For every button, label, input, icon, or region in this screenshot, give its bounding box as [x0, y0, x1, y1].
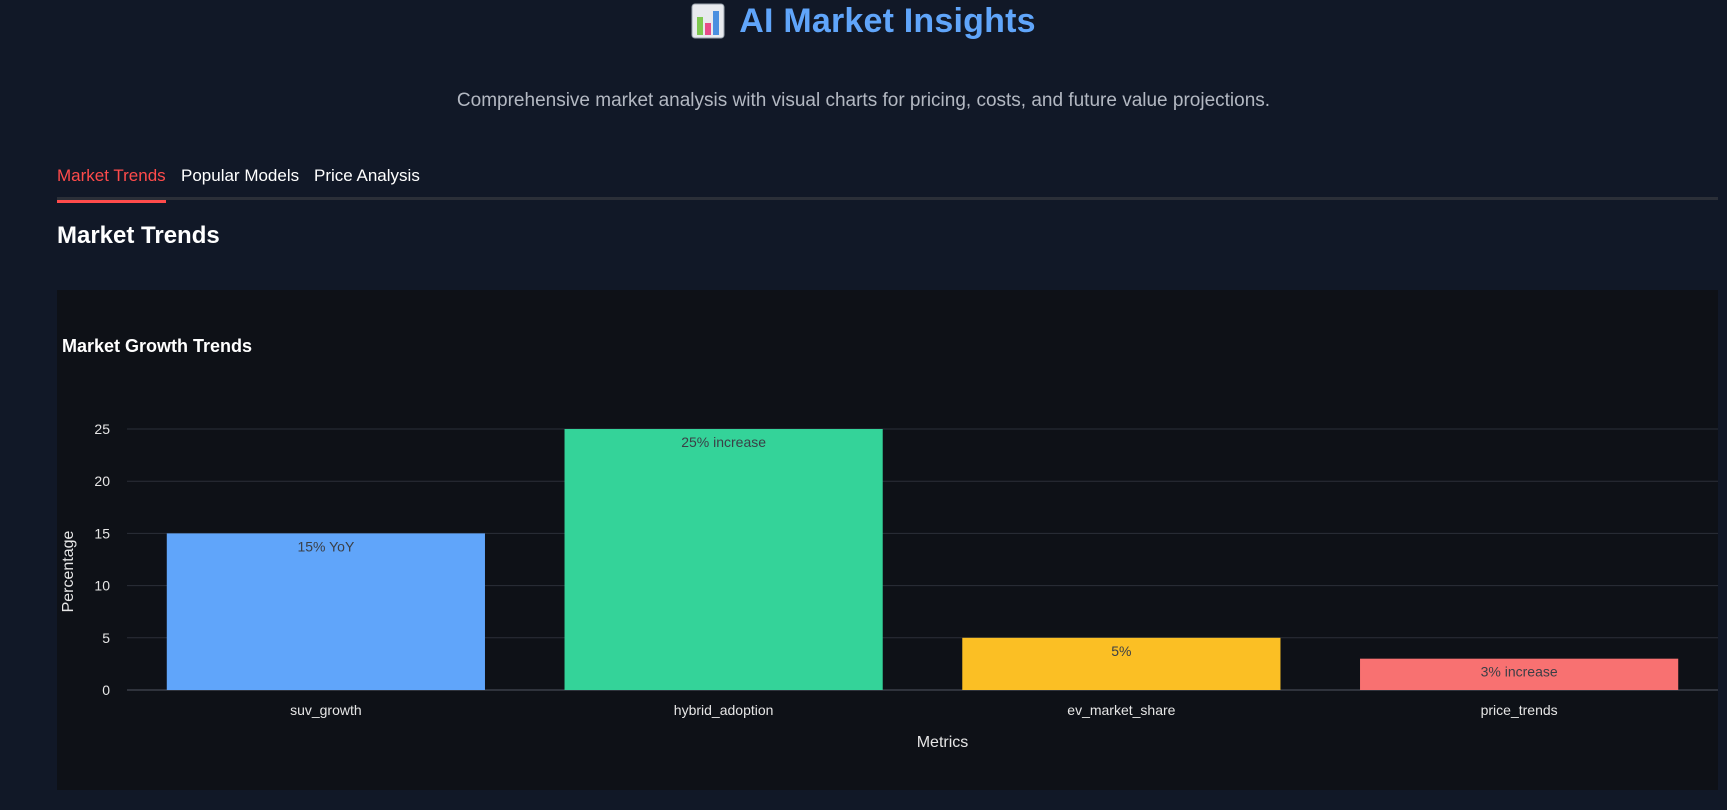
bar-data-label: 5%	[1111, 643, 1131, 659]
app-header: AI Market Insights	[0, 0, 1727, 42]
page-subtitle: Comprehensive market analysis with visua…	[456, 90, 1271, 111]
x-tick-label: ev_market_share	[1067, 702, 1175, 718]
bar-data-label: 15% YoY	[297, 538, 354, 554]
page-title: AI Market Insights	[739, 1, 1036, 40]
bar-chart-icon	[691, 3, 725, 39]
x-tick-label: suv_growth	[290, 702, 362, 718]
bar-data-label: 3% increase	[1481, 664, 1558, 680]
x-tick-label: hybrid_adoption	[674, 702, 774, 718]
chart-panel: Market Growth Trends 0 5 10 15 20 25 15% YoY su…	[57, 290, 1718, 790]
x-axis-title: Metrics	[917, 734, 969, 751]
section-title: Market Trends	[57, 222, 220, 249]
tab-bar: Market Trends Popular Models Price Analy…	[57, 160, 1718, 203]
y-tick-label: 15	[94, 525, 110, 541]
bar-chart: 0 5 10 15 20 25 15% YoY suv_growth 25% increase h…	[60, 421, 1718, 751]
y-tick-label: 10	[94, 578, 110, 594]
bar-ev_market_share	[962, 637, 1281, 690]
chart-title: Market Growth Trends	[62, 336, 253, 356]
x-tick-label: price_trends	[1481, 702, 1558, 718]
bar-suv_growth	[166, 533, 485, 690]
bar-hybrid_adoption	[564, 429, 883, 690]
y-tick-label: 20	[94, 473, 110, 489]
y-axis-title: Percentage	[60, 530, 77, 612]
tab-price-analysis[interactable]: Price Analysis	[314, 166, 420, 185]
y-tick-label: 0	[102, 682, 110, 698]
y-tick-label: 5	[102, 630, 110, 646]
bar-price_trends	[1360, 658, 1679, 690]
tab-market-trends[interactable]: Market Trends	[57, 164, 166, 203]
tab-popular-models[interactable]: Popular Models	[181, 166, 300, 185]
bar-data-label: 25% increase	[681, 434, 766, 450]
y-tick-label: 25	[94, 421, 110, 437]
